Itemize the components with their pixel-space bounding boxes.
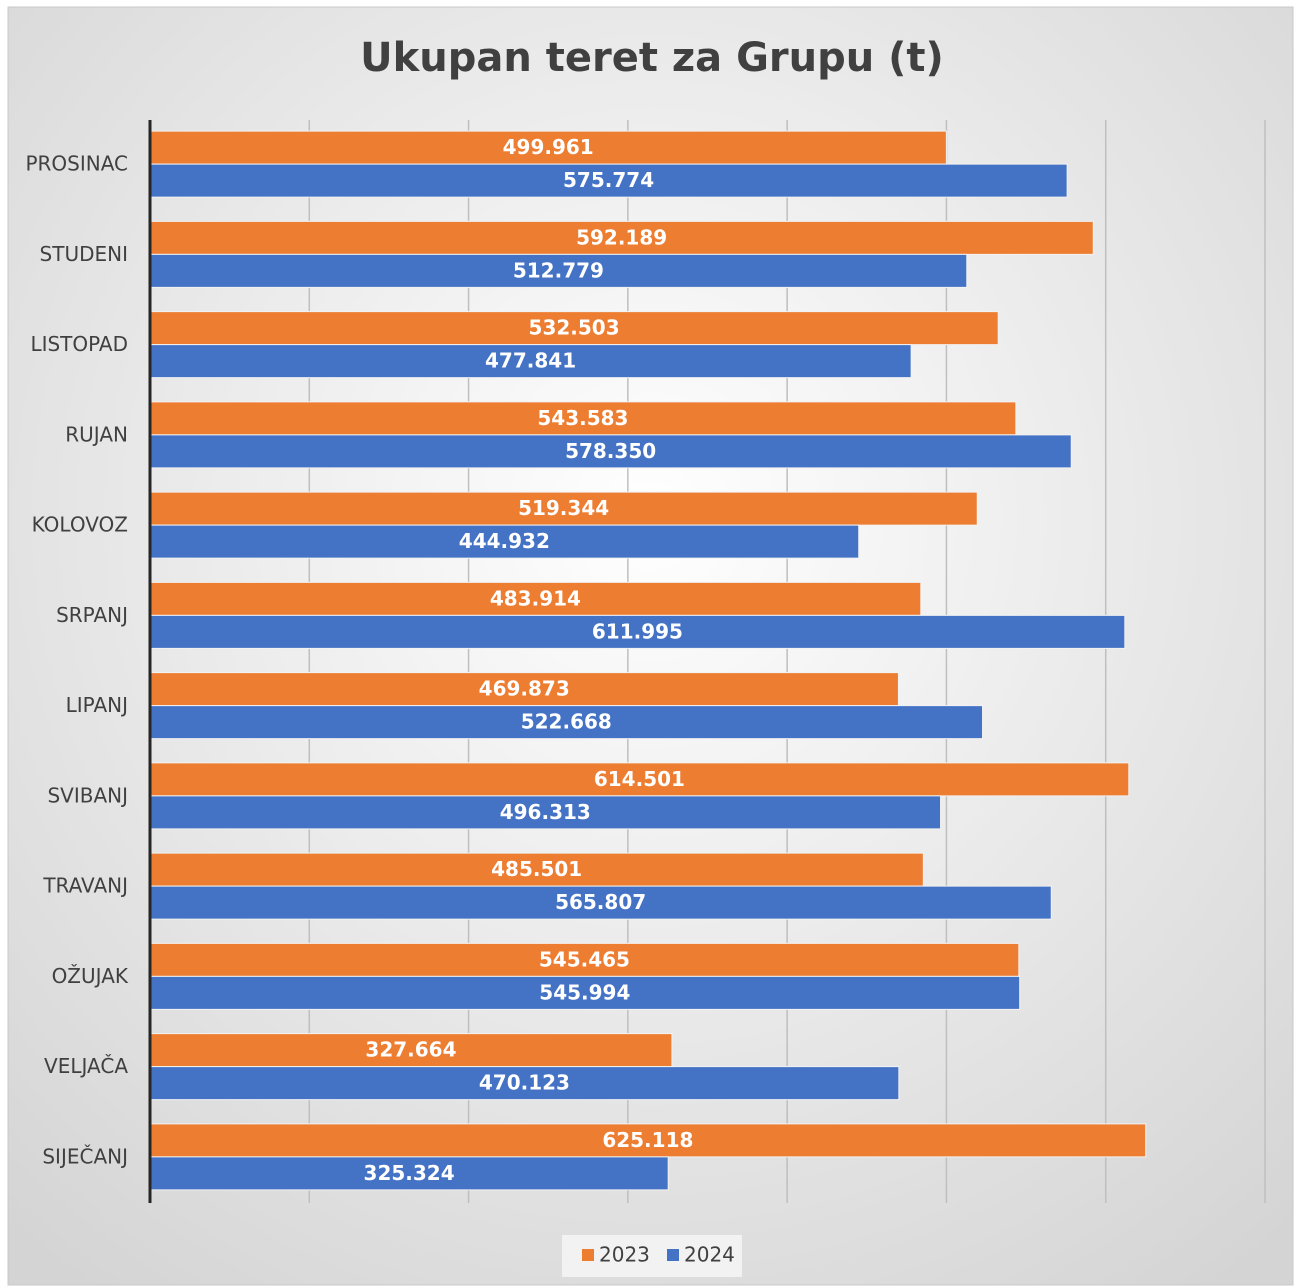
data-label: 469.873 — [479, 677, 570, 701]
data-label: 592.189 — [576, 225, 667, 249]
bar — [149, 762, 1130, 797]
y-tick-label: OŽUJAK — [52, 964, 129, 988]
data-label: 444.932 — [459, 529, 550, 553]
chart-title: Ukupan teret za Grupu (t) — [360, 35, 944, 81]
bar — [149, 581, 922, 616]
data-label: 485.501 — [491, 857, 582, 881]
data-label: 532.503 — [529, 316, 620, 340]
legend-label: 2024 — [684, 1243, 735, 1267]
bar — [149, 672, 899, 707]
bar — [149, 614, 1126, 649]
bar — [149, 220, 1094, 255]
data-label: 325.324 — [364, 1161, 455, 1185]
bar — [149, 885, 1052, 920]
data-label: 545.994 — [539, 980, 630, 1004]
y-tick-label: KOLOVOZ — [32, 513, 128, 537]
data-label: 327.664 — [365, 1038, 456, 1062]
bar — [149, 130, 947, 165]
data-label: 499.961 — [503, 135, 594, 159]
bar — [149, 795, 942, 830]
data-label: 575.774 — [563, 168, 654, 192]
data-label: 545.465 — [539, 947, 630, 971]
y-tick-label: TRAVANJ — [42, 874, 128, 898]
bar — [149, 434, 1072, 469]
y-tick-label: LISTOPAD — [30, 332, 128, 356]
data-label: 477.841 — [485, 349, 576, 373]
bar — [149, 401, 1017, 436]
bar — [149, 975, 1021, 1010]
data-label: 611.995 — [592, 619, 683, 643]
data-label: 512.779 — [513, 258, 604, 282]
data-label: 578.350 — [565, 439, 656, 463]
y-tick-label: SRPANJ — [56, 603, 128, 627]
bar — [149, 1066, 900, 1101]
data-label: 470.123 — [479, 1071, 570, 1095]
bar — [149, 253, 968, 288]
y-tick-label: SIJEČANJ — [42, 1144, 128, 1168]
bar — [149, 1156, 669, 1191]
bar — [149, 524, 860, 559]
bar — [149, 344, 912, 379]
data-label: 519.344 — [518, 496, 609, 520]
legend-swatch — [582, 1249, 594, 1261]
legend-label: 2023 — [599, 1243, 650, 1267]
data-label: 543.583 — [537, 406, 628, 430]
bar — [149, 705, 984, 740]
y-tick-label: SVIBANJ — [47, 783, 128, 807]
y-tick-label: RUJAN — [65, 422, 128, 446]
data-label: 496.313 — [500, 800, 591, 824]
y-tick-label: VELJAČA — [44, 1054, 128, 1078]
data-label: 522.668 — [521, 710, 612, 734]
bar — [149, 491, 978, 526]
bar — [149, 852, 924, 887]
bar — [149, 311, 999, 346]
y-tick-label: STUDENI — [40, 242, 128, 266]
data-label: 565.807 — [555, 890, 646, 914]
data-label: 625.118 — [602, 1128, 693, 1152]
data-label: 483.914 — [490, 586, 581, 610]
data-label: 614.501 — [594, 767, 685, 791]
bar — [149, 163, 1068, 198]
legend-swatch — [667, 1249, 679, 1261]
y-tick-label: LIPANJ — [66, 693, 128, 717]
y-tick-label: PROSINAC — [25, 152, 128, 176]
